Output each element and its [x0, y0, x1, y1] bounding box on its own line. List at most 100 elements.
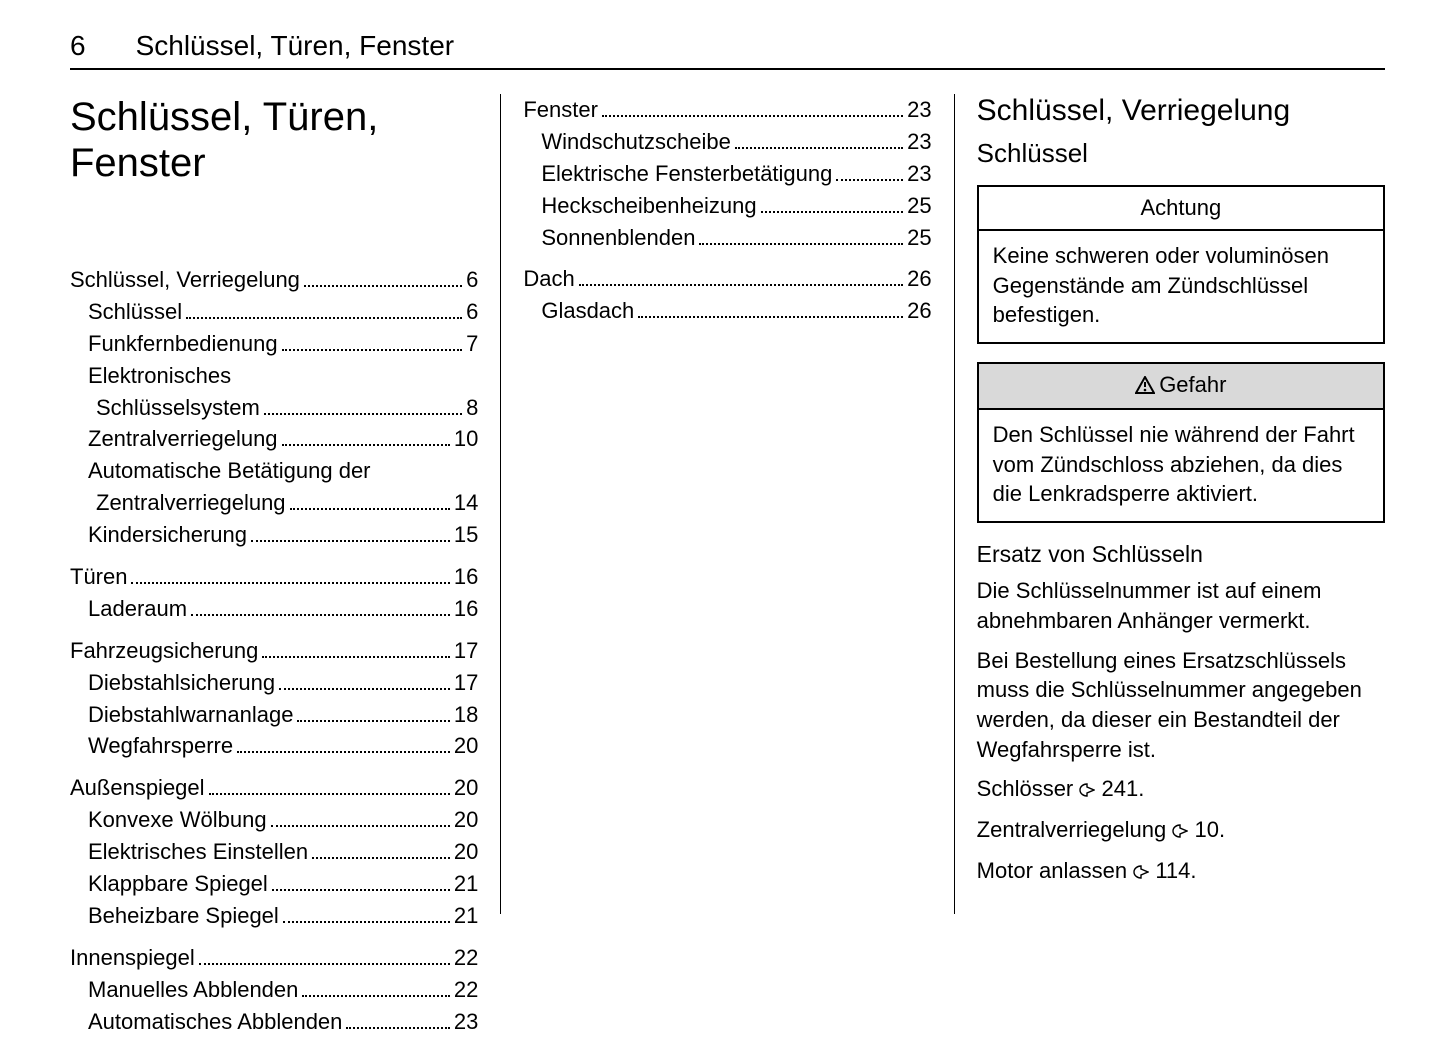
toc-label: Türen [70, 561, 127, 593]
toc-page: 23 [454, 1006, 478, 1037]
xref-label: Zentralverriegelung [977, 817, 1167, 842]
toc-leader-dots [579, 284, 903, 286]
toc-entry: Diebstahlsicherung17 [70, 667, 478, 699]
toc-label: Kindersicherung [88, 519, 247, 551]
toc-page: 17 [454, 667, 478, 699]
toc-label: Elektrische Fensterbetätigung [541, 158, 832, 190]
toc-page: 21 [454, 900, 478, 932]
toc-leader-dots [602, 115, 903, 117]
toc-entry: Automatisches Abblenden23 [70, 1006, 478, 1037]
toc-leader-dots [262, 656, 450, 658]
toc-leader-dots [271, 825, 450, 827]
toc-label: Sonnenblenden [541, 222, 695, 254]
toc-label: Zentralverriegelung [88, 423, 278, 455]
toc-leader-dots [237, 751, 450, 753]
toc-page: 17 [454, 635, 478, 667]
toc-page: 14 [454, 487, 478, 519]
attention-body: Keine schweren oder voluminö­sen Gegenst… [979, 231, 1383, 342]
toc-entry: Außenspiegel20 [70, 772, 478, 804]
toc-label: Schlüssel [88, 296, 182, 328]
toc-entry: Laderaum16 [70, 593, 478, 625]
toc-leader-dots [186, 317, 462, 319]
toc-label: Laderaum [88, 593, 187, 625]
danger-body: Den Schlüssel nie während der Fahrt vom … [979, 410, 1383, 521]
toc-leader-dots [638, 316, 903, 318]
subsection-title: Schlüssel [977, 138, 1385, 169]
toc-leader-dots [283, 921, 450, 923]
toc-entry: Konvexe Wölbung 20 [70, 804, 478, 836]
toc-leader-dots [346, 1027, 449, 1029]
toc-page: 20 [454, 804, 478, 836]
cross-reference: Schlösser 241. [977, 774, 1385, 805]
toc-leader-dots [209, 793, 450, 795]
toc-label: Funkfernbedienung [88, 328, 278, 360]
toc-label: Außenspiegel [70, 772, 205, 804]
toc-column-2: Fenster23Windschutzscheibe23Elektrische … [523, 94, 931, 327]
toc-label: Schlüssel, Verriegelung [70, 264, 300, 296]
column-2: Fenster23Windschutzscheibe23Elektrische … [501, 94, 953, 914]
toc-column-1: Schlüssel, Verriegelung 6 Schlüssel 6 Funkfe… [70, 264, 478, 1037]
warning-icon [1135, 374, 1155, 400]
columns-container: Schlüssel, Türen, Fenster Schlüssel, Ver… [70, 94, 1385, 914]
section-title: Schlüssel, Verriegelung [977, 94, 1385, 128]
column-3: Schlüssel, Verriegelung Schlüssel Achtun… [955, 94, 1385, 914]
toc-page: 23 [907, 126, 931, 158]
body-paragraph: Bei Bestellung eines Ersatzschlüs­sels m… [977, 646, 1385, 765]
toc-entry: Kindersicherung 15 [70, 519, 478, 551]
toc-leader-dots [264, 413, 462, 415]
danger-box: Gefahr Den Schlüssel nie während der Fah… [977, 362, 1385, 523]
toc-label: Beheizbare Spiegel [88, 900, 279, 932]
danger-title-text: Gefahr [1159, 372, 1226, 397]
toc-leader-dots [131, 582, 449, 584]
toc-leader-dots [735, 147, 903, 149]
toc-label: Windschutzscheibe [541, 126, 731, 158]
danger-title: Gefahr [979, 364, 1383, 410]
toc-group: Fahrzeugsicherung17Diebstahlsicherung17D… [70, 635, 478, 763]
toc-leader-dots [304, 285, 462, 287]
xref-page: 10 [1194, 817, 1218, 842]
toc-page: 15 [454, 519, 478, 551]
toc-entry: Beheizbare Spiegel 21 [70, 900, 478, 932]
toc-page: 21 [454, 868, 478, 900]
toc-leader-dots [251, 540, 450, 542]
toc-entry: Fahrzeugsicherung17 [70, 635, 478, 667]
toc-label: Konvexe Wölbung [88, 804, 267, 836]
attention-title: Achtung [979, 187, 1383, 231]
toc-entry: Dach26 [523, 263, 931, 295]
xref-label: Motor anlassen [977, 858, 1127, 883]
toc-page: 23 [907, 158, 931, 190]
toc-label: Glasdach [541, 295, 634, 327]
toc-entry: Schlüssel, Verriegelung 6 [70, 264, 478, 296]
toc-leader-dots [699, 243, 903, 245]
toc-entry: Manuelles Abblenden22 [70, 974, 478, 1006]
page-number: 6 [70, 30, 86, 62]
toc-page: 26 [907, 295, 931, 327]
toc-group: Dach26Glasdach 26 [523, 263, 931, 327]
toc-entry: Wegfahrsperre 20 [70, 730, 478, 762]
column-1: Schlüssel, Türen, Fenster Schlüssel, Ver… [70, 94, 500, 914]
toc-entry: Automatische Betätigung der [70, 455, 478, 487]
toc-leader-dots [290, 508, 450, 510]
toc-page: 20 [454, 730, 478, 762]
toc-label: Wegfahrsperre [88, 730, 233, 762]
xref-arrow-icon [1133, 857, 1149, 887]
toc-entry: Zentralverriegelung14 [70, 487, 478, 519]
toc-page: 6 [466, 296, 478, 328]
toc-page: 25 [907, 190, 931, 222]
toc-entry: Elektrische Fensterbetätigung 23 [523, 158, 931, 190]
xref-arrow-icon [1172, 816, 1188, 846]
toc-leader-dots [282, 444, 450, 446]
toc-page: 6 [466, 264, 478, 296]
toc-group: Türen 16Laderaum16 [70, 561, 478, 625]
toc-label: Diebstahlwarnanlage [88, 699, 293, 731]
toc-page: 16 [454, 561, 478, 593]
toc-entry: Elektrisches Einstellen20 [70, 836, 478, 868]
toc-label: Klappbare Spiegel [88, 868, 268, 900]
toc-entry: Schlüsselsystem8 [70, 392, 478, 424]
toc-entry: Sonnenblenden25 [523, 222, 931, 254]
manual-page: 6 Schlüssel, Türen, Fenster Schlüssel, T… [0, 0, 1445, 966]
toc-leader-dots [312, 857, 450, 859]
toc-label: Schlüsselsystem [96, 392, 260, 424]
toc-group: Fenster23Windschutzscheibe23Elektrische … [523, 94, 931, 253]
toc-leader-dots [191, 614, 450, 616]
